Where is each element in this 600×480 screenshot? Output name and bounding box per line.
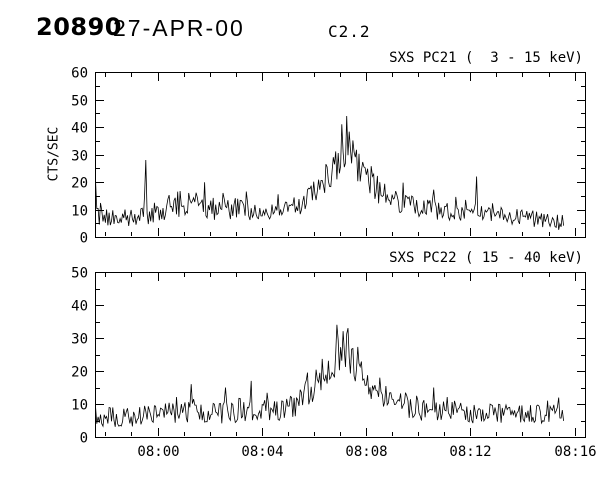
event-number: 20890 [36,13,122,41]
x-tick-label: 08:00 [137,444,179,460]
panel2-title: SXS PC22 ( 15 - 40 keV) [389,250,583,266]
y-tick-label: 30 [71,332,88,348]
y-tick-label: 50 [71,94,88,110]
y-tick-label: 40 [71,121,88,137]
y-tick-label: 0 [80,231,88,247]
y-tick-label: 20 [71,176,88,192]
plot-box [95,72,586,238]
y-tick-label: 10 [71,398,88,414]
y-tick-label: 10 [71,204,88,220]
y-tick-label: 30 [71,149,88,165]
x-tick-label: 08:04 [241,444,283,460]
x-tick-label: 08:16 [554,444,596,460]
event-date: 27-APR-00 [113,15,245,41]
y-tick-label: 50 [71,266,88,282]
x-tick-label: 08:12 [449,444,491,460]
y-tick-label: 40 [71,299,88,315]
y-tick-label: 60 [71,66,88,82]
plot-box [95,272,586,438]
goes-class: C2.2 [328,22,371,41]
y-tick-label: 0 [80,431,88,447]
pc21-lightcurve [95,115,564,230]
panel1-title: SXS PC21 ( 3 - 15 keV) [389,50,583,66]
x-tick-label: 08:08 [345,444,387,460]
y-tick-label: 20 [71,365,88,381]
pc22-lightcurve [95,324,564,428]
